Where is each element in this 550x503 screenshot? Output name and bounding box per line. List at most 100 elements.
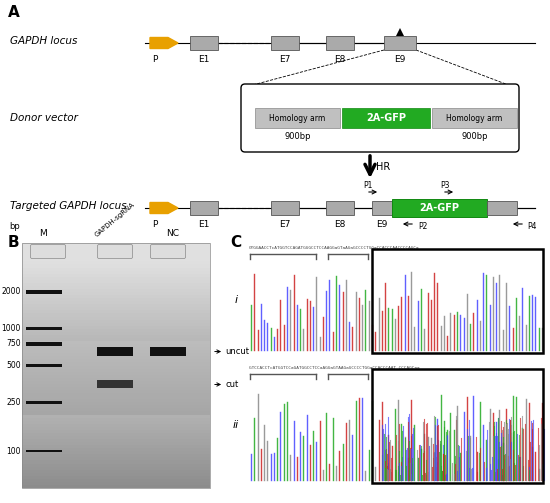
Text: E1: E1: [199, 220, 210, 229]
Bar: [22, 371, 210, 375]
Text: 2000: 2000: [2, 287, 21, 296]
Bar: [22, 423, 210, 427]
Bar: [248, 245, 545, 355]
Bar: [22, 478, 210, 482]
Bar: [22, 457, 210, 460]
Text: E7: E7: [279, 55, 291, 64]
Text: NC: NC: [167, 229, 179, 238]
Polygon shape: [396, 28, 404, 36]
Bar: [22, 469, 210, 473]
Bar: [22, 420, 210, 424]
Text: GTCCACCTcATGGTCCaGATGGCCTCCaAGGaGTAAGaGCCCCTGGaCCACCCAAT CCCAGCaa: GTCCACCTcATGGTCCaGATGGCCTCCaAGGaGTAAGaGC…: [249, 366, 420, 370]
Text: A: A: [8, 5, 20, 20]
Bar: [22, 334, 210, 338]
Bar: [22, 359, 210, 363]
Bar: [22, 258, 210, 262]
Bar: [22, 328, 210, 332]
Text: 2A-GFP: 2A-GFP: [366, 113, 406, 123]
FancyBboxPatch shape: [97, 244, 133, 259]
Bar: [22, 484, 210, 488]
Bar: [22, 292, 210, 295]
Bar: [22, 347, 210, 350]
Bar: [22, 368, 210, 372]
Text: GAPDH locus: GAPDH locus: [10, 36, 78, 46]
Bar: [392, 199, 487, 217]
FancyBboxPatch shape: [151, 244, 185, 259]
Bar: [22, 405, 210, 408]
Bar: [22, 475, 210, 479]
Text: E8: E8: [334, 55, 346, 64]
Text: 750: 750: [7, 340, 21, 349]
Bar: [22, 436, 210, 439]
Bar: [150, 347, 186, 356]
Bar: [22, 279, 210, 283]
Bar: [22, 417, 210, 421]
Bar: [22, 350, 210, 353]
Bar: [22, 310, 210, 313]
Text: GTGGAACCTcATGGTCCAGATGGGCCTCCAAGGaGTaAGaGCCCCTGGaCCACCCAACCCCAGCa: GTGGAACCTcATGGTCCAGATGGGCCTCCAAGGaGTaAGa…: [249, 246, 420, 250]
Bar: [22, 295, 210, 298]
Bar: [22, 396, 210, 399]
Text: P3: P3: [440, 181, 449, 190]
Bar: [22, 356, 210, 359]
Bar: [271, 36, 299, 50]
Bar: [22, 402, 210, 405]
Bar: [22, 430, 210, 433]
Text: i: i: [234, 295, 238, 305]
Text: P: P: [152, 55, 158, 64]
Text: cut: cut: [225, 380, 238, 389]
Bar: [22, 313, 210, 316]
Bar: [22, 325, 210, 329]
Bar: [190, 201, 218, 215]
Bar: [22, 460, 210, 463]
Bar: [22, 282, 210, 286]
Text: E9: E9: [394, 55, 406, 64]
Text: B: B: [8, 235, 20, 250]
Bar: [22, 267, 210, 271]
Bar: [22, 377, 210, 381]
Text: 900bp: 900bp: [461, 132, 488, 141]
Bar: [22, 365, 210, 369]
Bar: [26, 401, 62, 403]
Bar: [22, 285, 210, 289]
Bar: [22, 273, 210, 277]
Bar: [22, 426, 210, 430]
Bar: [26, 450, 62, 452]
Bar: [97, 347, 133, 356]
Bar: [255, 108, 340, 128]
Bar: [22, 442, 210, 445]
Bar: [22, 264, 210, 268]
Bar: [22, 472, 210, 476]
Text: ii: ii: [233, 420, 239, 430]
Text: GAPDH-sgRNA: GAPDH-sgRNA: [94, 201, 136, 238]
Text: Donor vector: Donor vector: [10, 113, 78, 123]
Bar: [22, 341, 210, 344]
Bar: [26, 364, 62, 367]
Text: 500: 500: [7, 361, 21, 370]
Bar: [372, 249, 543, 353]
Bar: [22, 301, 210, 304]
Text: 900bp: 900bp: [284, 132, 311, 141]
Bar: [22, 445, 210, 448]
Bar: [26, 342, 62, 346]
Text: E8: E8: [334, 220, 346, 229]
Bar: [22, 319, 210, 322]
Bar: [22, 331, 210, 335]
Text: P: P: [152, 220, 158, 229]
Bar: [22, 307, 210, 310]
FancyBboxPatch shape: [241, 84, 519, 152]
Bar: [22, 270, 210, 274]
Bar: [22, 276, 210, 280]
Text: E1: E1: [199, 55, 210, 64]
Bar: [372, 369, 543, 483]
Text: 2A-GFP: 2A-GFP: [420, 203, 459, 213]
Text: Homology arm: Homology arm: [270, 114, 326, 123]
Bar: [22, 439, 210, 442]
Bar: [22, 353, 210, 356]
Bar: [384, 36, 416, 50]
Bar: [342, 108, 430, 128]
FancyArrow shape: [150, 38, 178, 48]
Bar: [22, 243, 210, 488]
Bar: [22, 466, 210, 470]
Bar: [432, 108, 517, 128]
